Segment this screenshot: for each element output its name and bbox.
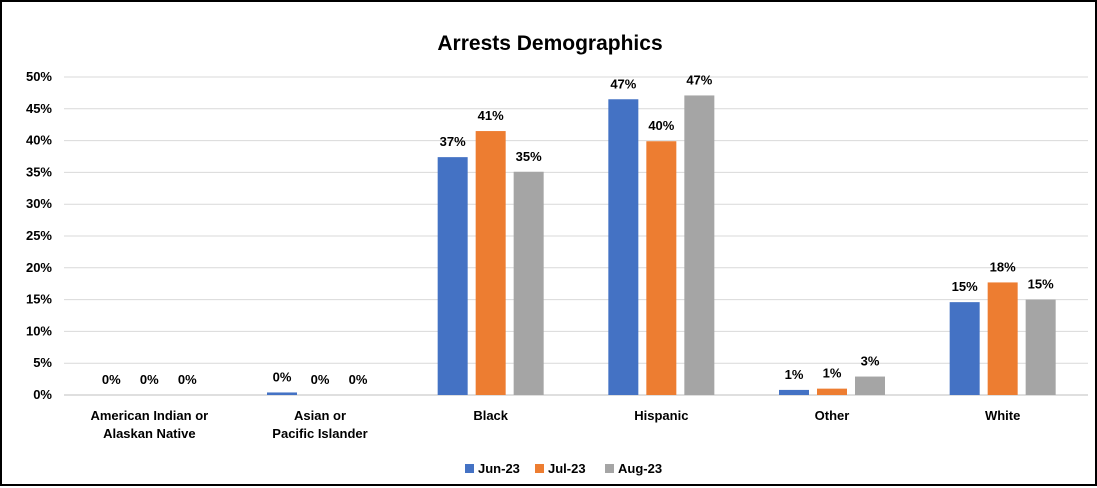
data-label: 37% [440, 134, 466, 149]
data-label: 15% [1028, 277, 1054, 292]
bar [817, 388, 847, 395]
data-label: 40% [648, 118, 674, 133]
bar [987, 282, 1018, 395]
y-tick-label: 50% [26, 69, 52, 84]
x-axis-ticks: American Indian or Alaskan Native Asian or… [90, 408, 1020, 441]
data-label: 35% [516, 149, 542, 164]
bar [855, 376, 885, 395]
y-axis-ticks: 0% 5% 10% 15% 20% 25% 30% 35% 40% 45% 50% [26, 69, 52, 402]
y-tick-label: 0% [33, 387, 52, 402]
bar [684, 95, 715, 395]
bar [1025, 299, 1056, 395]
y-tick-label: 15% [26, 292, 52, 307]
legend-label: Jul-23 [548, 461, 586, 476]
data-label: 47% [610, 76, 636, 91]
bar [267, 392, 297, 395]
bar [646, 141, 677, 395]
y-tick-label: 35% [26, 164, 52, 179]
legend-swatch [605, 464, 614, 473]
data-label: 1% [785, 367, 804, 382]
y-tick-label: 45% [26, 101, 52, 116]
x-tick-label: Other [815, 408, 850, 423]
data-label: 47% [686, 72, 712, 87]
data-labels: 0% 0% 37% 47% 1% 15% 0% 0% 41% 40% 1% 18% 0% 0% 35% 47%… [102, 72, 1054, 387]
x-tick-label: Black [473, 408, 508, 423]
data-label: 18% [990, 259, 1016, 274]
bar [475, 131, 506, 395]
legend-swatch [535, 464, 544, 473]
x-tick-label: White [985, 408, 1020, 423]
bar [949, 302, 980, 395]
bar [779, 389, 809, 395]
data-label: 0% [349, 372, 368, 387]
y-tick-label: 20% [26, 260, 52, 275]
data-label: 0% [311, 372, 330, 387]
data-label: 1% [823, 366, 842, 381]
data-label: 41% [478, 108, 504, 123]
chart-title: Arrests Demographics [437, 32, 662, 55]
legend-swatch [465, 464, 474, 473]
legend: Jun-23 Jul-23 Aug-23 [465, 461, 662, 476]
bar [513, 171, 544, 395]
y-tick-label: 30% [26, 196, 52, 211]
y-tick-label: 25% [26, 228, 52, 243]
gridlines [64, 76, 1088, 396]
data-label: 15% [952, 279, 978, 294]
y-tick-label: 40% [26, 133, 52, 148]
x-tick-label: Hispanic [634, 408, 688, 423]
y-tick-label: 5% [33, 355, 52, 370]
data-label: 0% [178, 372, 197, 387]
data-label: 0% [140, 372, 159, 387]
x-tick-label: American Indian or Alaskan Native [90, 408, 208, 441]
data-label: 3% [861, 354, 880, 369]
y-tick-label: 10% [26, 323, 52, 338]
x-tick-label: Asian or Pacific Islander [272, 408, 367, 441]
bars [267, 95, 1056, 395]
data-label: 0% [273, 369, 292, 384]
legend-label: Jun-23 [478, 461, 520, 476]
bar [437, 157, 468, 395]
bar [608, 99, 639, 395]
legend-label: Aug-23 [618, 461, 662, 476]
data-label: 0% [102, 372, 121, 387]
